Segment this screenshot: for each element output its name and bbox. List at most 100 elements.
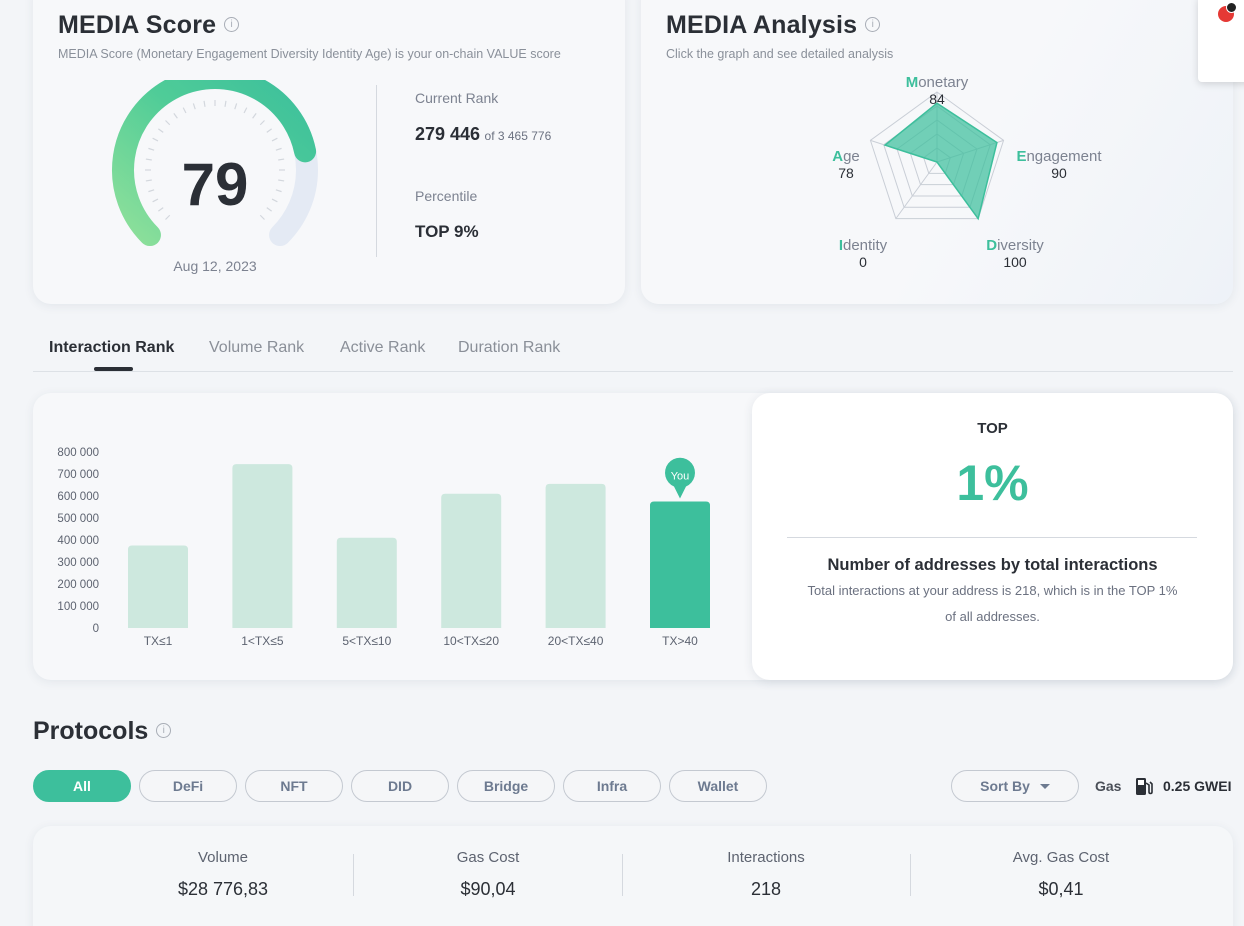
radar-label-identity[interactable]: Identity 0 — [838, 237, 888, 270]
score-date: Aug 12, 2023 — [173, 258, 257, 274]
y-tick-label: 600 000 — [57, 491, 99, 503]
bar-1[interactable] — [232, 464, 293, 628]
gauge-tick — [165, 120, 171, 126]
gauge-tick — [203, 100, 206, 107]
gauge-tick — [173, 113, 178, 119]
media-radar-chart[interactable] — [641, 0, 1233, 304]
stat-interactions-label: Interactions — [727, 849, 805, 866]
protocols-title: Protocols i — [33, 717, 172, 746]
gauge-tick — [234, 103, 238, 110]
y-tick-label: 200 000 — [57, 579, 99, 591]
filter-all[interactable]: All — [33, 770, 131, 802]
tabs-divider — [33, 371, 1233, 372]
rank-panel-divider — [787, 537, 1197, 538]
score-divider — [376, 85, 377, 257]
radar-label-age[interactable]: Age 78 — [832, 148, 860, 181]
bar-0[interactable] — [128, 545, 188, 629]
gauge-tick — [275, 147, 282, 151]
sort-by-dropdown[interactable]: Sort By — [951, 770, 1079, 802]
info-icon[interactable]: i — [156, 722, 172, 738]
stat-divider — [910, 854, 911, 896]
bar-3[interactable] — [441, 493, 502, 628]
radar-axis-line — [895, 161, 938, 219]
gauge-tick — [266, 128, 272, 133]
gauge-tick — [259, 214, 265, 220]
gauge-tick — [158, 128, 164, 133]
gauge-fill — [112, 80, 317, 247]
radar-label-engagement[interactable]: Engagement 90 — [1016, 148, 1102, 181]
x-tick-label: TX≤1 — [144, 634, 173, 648]
tab-active-rank[interactable]: Active Rank — [340, 339, 426, 356]
radar-grid-ring — [869, 91, 1005, 220]
y-tick-label: 500 000 — [57, 513, 99, 525]
score-value: 79 — [181, 151, 249, 218]
stat-volume-label: Volume — [197, 849, 249, 866]
stat-gas-cost-label: Gas Cost — [456, 849, 520, 866]
filter-infra[interactable]: Infra — [563, 770, 661, 802]
current-rank-label: Current Rank — [415, 90, 499, 106]
rank-description-line1: Total interactions at your address is 21… — [807, 583, 1178, 598]
y-tick-label: 0 — [93, 623, 99, 635]
radar-label-diversity[interactable]: Diversity 100 — [986, 237, 1044, 270]
gauge-tick — [252, 113, 257, 119]
rank-top-label: TOP — [977, 420, 1008, 437]
current-rank: 279 446 of 3 465 776 — [415, 124, 551, 145]
protocol-stats-card: Volume $28 776,83 Gas Cost $90,04 Intera… — [33, 826, 1233, 926]
radar-label-monetary[interactable]: Monetary 84 — [905, 74, 969, 107]
filter-defi[interactable]: DeFi — [139, 770, 237, 802]
x-tick-label: 20<TX≤40 — [548, 634, 604, 648]
stat-divider — [353, 854, 354, 896]
stat-avg-gas-value: $0,41 — [1038, 879, 1084, 899]
extension-badge-icon[interactable] — [1218, 2, 1237, 22]
percentile-value: TOP 9% — [415, 222, 479, 241]
stat-volume-value: $28 776,83 — [177, 879, 269, 899]
stat-gas-cost-value: $90,04 — [460, 879, 516, 899]
tab-interaction-rank[interactable]: Interaction Rank — [49, 339, 175, 356]
gauge-tick — [259, 120, 265, 126]
x-tick-label: 10<TX≤20 — [443, 634, 499, 648]
rank-description-line2: of all addresses. — [945, 609, 1040, 624]
x-tick-label: 1<TX≤5 — [241, 634, 284, 648]
gauge-tick — [271, 198, 278, 203]
gauge-tick — [182, 107, 187, 114]
rank-summary-panel: TOP 1% Number of addresses by total inte… — [752, 393, 1233, 680]
gauge-tick — [275, 189, 282, 193]
score-gauge — [112, 80, 318, 247]
tab-duration-rank[interactable]: Duration Rank — [458, 339, 561, 356]
filter-did[interactable]: DID — [351, 770, 449, 802]
media-analysis-title: MEDIA Analysis i — [666, 11, 881, 40]
bar-5[interactable] — [650, 501, 710, 629]
gauge-tick — [158, 207, 164, 212]
gauge-tick — [145, 179, 152, 182]
tab-volume-rank[interactable]: Volume Rank — [209, 339, 305, 356]
info-icon[interactable]: i — [224, 16, 240, 32]
gauge-tick — [165, 214, 171, 220]
you-marker-label: You — [671, 471, 690, 483]
radar-score-shape[interactable] — [883, 102, 998, 221]
gauge-tick — [192, 103, 196, 110]
bar-4[interactable] — [545, 483, 606, 628]
filter-nft[interactable]: NFT — [245, 770, 343, 802]
gas-value: 0.25 GWEI — [1163, 778, 1232, 794]
x-tick-label: 5<TX≤10 — [342, 634, 391, 648]
x-tick-label: TX>40 — [662, 634, 698, 648]
gauge-tick — [224, 100, 227, 107]
media-score-title: MEDIA Score i — [58, 11, 240, 40]
interaction-bar-chart[interactable]: 800 000 700 000 600 000 500 000 400 000 300 0… — [33, 393, 753, 680]
percentile-label: Percentile — [415, 188, 478, 204]
filter-wallet[interactable]: Wallet — [669, 770, 767, 802]
bar-2[interactable] — [336, 537, 397, 628]
floating-extension-widget[interactable] — [1198, 0, 1244, 82]
media-score-subtitle: MEDIA Score (Monetary Engagement Diversi… — [58, 47, 561, 61]
info-icon[interactable]: i — [865, 16, 881, 32]
media-score-card: MEDIA Score i MEDIA Score (Monetary Engag… — [33, 0, 625, 304]
gauge-ticks — [145, 100, 285, 220]
stat-divider — [622, 854, 623, 896]
stat-avg-gas-label: Avg. Gas Cost — [1012, 849, 1110, 866]
current-rank-value: 279 446 — [415, 124, 481, 144]
gauge-tick — [152, 137, 159, 142]
current-rank-total: of 3 465 776 — [484, 129, 552, 143]
stat-interactions-value: 218 — [750, 879, 782, 899]
filter-bridge[interactable]: Bridge — [457, 770, 555, 802]
gauge-tick — [271, 137, 278, 142]
